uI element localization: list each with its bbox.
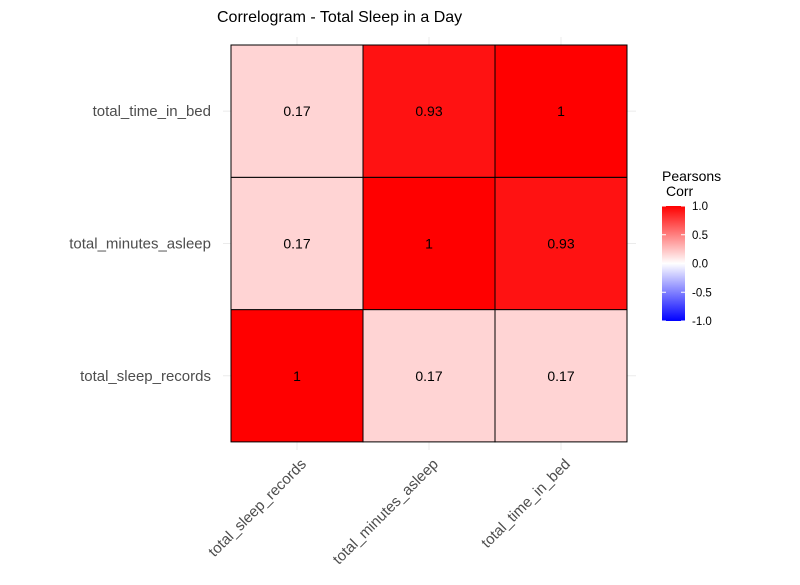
cell-value-label: 0.93 bbox=[415, 103, 442, 119]
x-axis-labels: total_sleep_records total_minutes_asleep t… bbox=[205, 456, 574, 568]
heatmap-cell bbox=[494, 44, 628, 178]
cell-value-label: 1 bbox=[293, 368, 301, 384]
legend-tick-label: 0.5 bbox=[692, 230, 708, 242]
cell-value-label: 1 bbox=[425, 235, 433, 251]
y-tick-label: total_sleep_records bbox=[80, 368, 211, 385]
heatmap-cell bbox=[494, 176, 628, 311]
x-tick-label: total_minutes_asleep bbox=[330, 456, 442, 568]
legend-tick-label: 0.0 bbox=[692, 259, 708, 271]
y-axis-labels: total_sleep_records total_minutes_asleep t… bbox=[69, 103, 211, 385]
heatmap-cells: 1 0.17 0.17 0.17 1 0.93 0.17 0.93 1 bbox=[230, 44, 628, 443]
y-tick-label: total_time_in_bed bbox=[93, 103, 211, 120]
legend-tick-label: 1.0 bbox=[692, 201, 708, 213]
x-tick-label: total_time_in_bed bbox=[478, 456, 574, 552]
cell-value-label: 0.17 bbox=[415, 368, 442, 384]
cell-value-label: 0.17 bbox=[547, 368, 574, 384]
legend-title: Pearsons bbox=[662, 168, 721, 184]
x-tick-label: total_sleep_records bbox=[205, 456, 310, 561]
heatmap-cell bbox=[230, 309, 364, 443]
cell-value-label: 0.93 bbox=[547, 235, 574, 251]
cell-value-label: 0.17 bbox=[283, 103, 310, 119]
legend-color-bar bbox=[662, 206, 685, 321]
cell-value-label: 1 bbox=[557, 103, 565, 119]
heatmap-cell bbox=[362, 44, 496, 178]
legend-tick-label: -1.0 bbox=[692, 316, 712, 328]
heatmap-cell bbox=[494, 309, 628, 443]
legend-title: Corr bbox=[666, 183, 694, 199]
legend-tick-label: -0.5 bbox=[692, 287, 712, 299]
chart-title: Correlogram - Total Sleep in a Day bbox=[217, 9, 462, 26]
y-tick-label: total_minutes_asleep bbox=[69, 235, 211, 252]
heatmap-cell bbox=[230, 44, 364, 178]
heatmap-cell bbox=[362, 176, 496, 311]
cell-value-label: 0.17 bbox=[283, 235, 310, 251]
